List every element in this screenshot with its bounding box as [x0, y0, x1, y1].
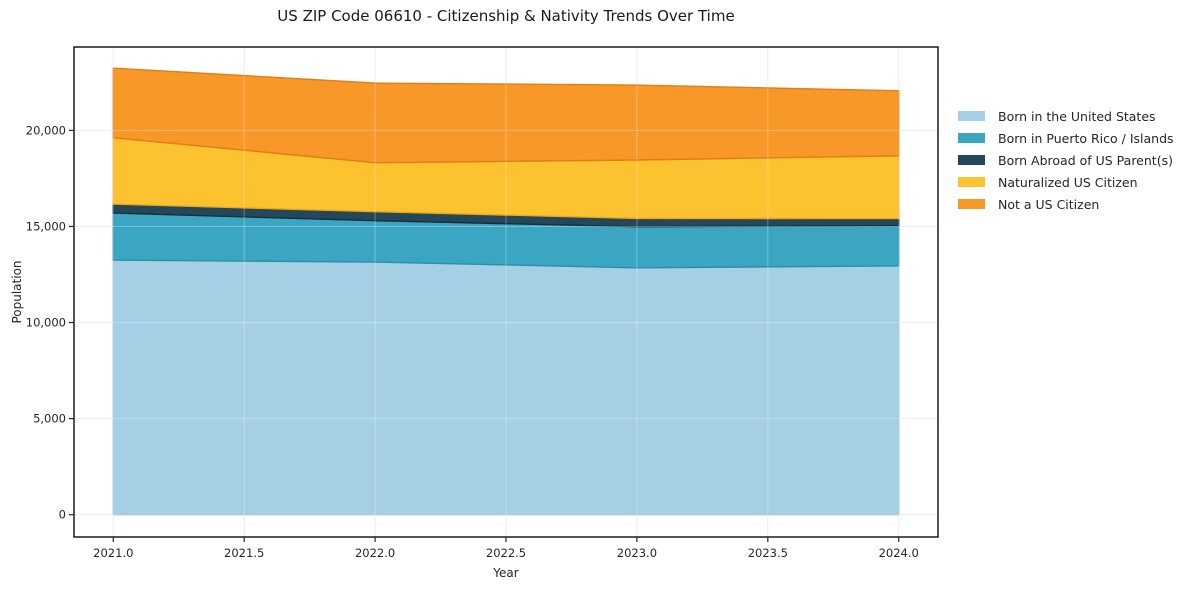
- gridlines-overlay: [74, 47, 938, 537]
- legend-swatch-icon: [958, 133, 985, 143]
- y-tick-label: 15,000: [26, 219, 66, 233]
- legend-label: Not a US Citizen: [998, 196, 1100, 212]
- y-tick-label: 0: [59, 508, 66, 522]
- legend-swatch-icon: [958, 111, 985, 121]
- x-tick-label: 2024.0: [879, 546, 919, 560]
- chart-title: US ZIP Code 06610 - Citizenship & Nativi…: [277, 7, 735, 25]
- legend-label: Born Abroad of US Parent(s): [998, 152, 1173, 168]
- legend-swatch-icon: [958, 155, 985, 165]
- area-series-4: [112, 67, 900, 164]
- x-axis-label: Year: [493, 566, 519, 580]
- y-axis-label: Population: [10, 260, 24, 324]
- legend-label: Born in Puerto Rico / Islands: [998, 130, 1174, 146]
- legend-item: Born in the United States: [958, 105, 1174, 127]
- x-tick-label: 2023.5: [748, 546, 788, 560]
- x-tick-label: 2021.5: [224, 546, 264, 560]
- legend-swatch-icon: [958, 177, 985, 187]
- y-tick-label: 5,000: [33, 412, 66, 426]
- legend-item: Naturalized US Citizen: [958, 171, 1174, 193]
- x-tick-label: 2021.0: [93, 546, 133, 560]
- y-tick-label: 20,000: [26, 123, 66, 137]
- y-tick-label: 10,000: [26, 316, 66, 330]
- legend-label: Naturalized US Citizen: [998, 174, 1138, 190]
- x-axis-ticks: 2021.0 2021.5 2022.0 2022.5 2023.0 2023.5 2024…: [93, 537, 919, 560]
- legend-item: Not a US Citizen: [958, 193, 1174, 215]
- legend-swatch-icon: [958, 199, 985, 209]
- y-axis-ticks: 0 5,000 10,000 15,000 20,000: [26, 123, 74, 522]
- x-tick-label: 2023.0: [617, 546, 657, 560]
- legend-label: Born in the United States: [998, 108, 1156, 124]
- x-tick-label: 2022.0: [355, 546, 395, 560]
- legend-item: Born Abroad of US Parent(s): [958, 149, 1174, 171]
- legend: Born in the United States Born in Puerto …: [958, 105, 1174, 215]
- x-tick-label: 2022.5: [486, 546, 526, 560]
- legend-item: Born in Puerto Rico / Islands: [958, 127, 1174, 149]
